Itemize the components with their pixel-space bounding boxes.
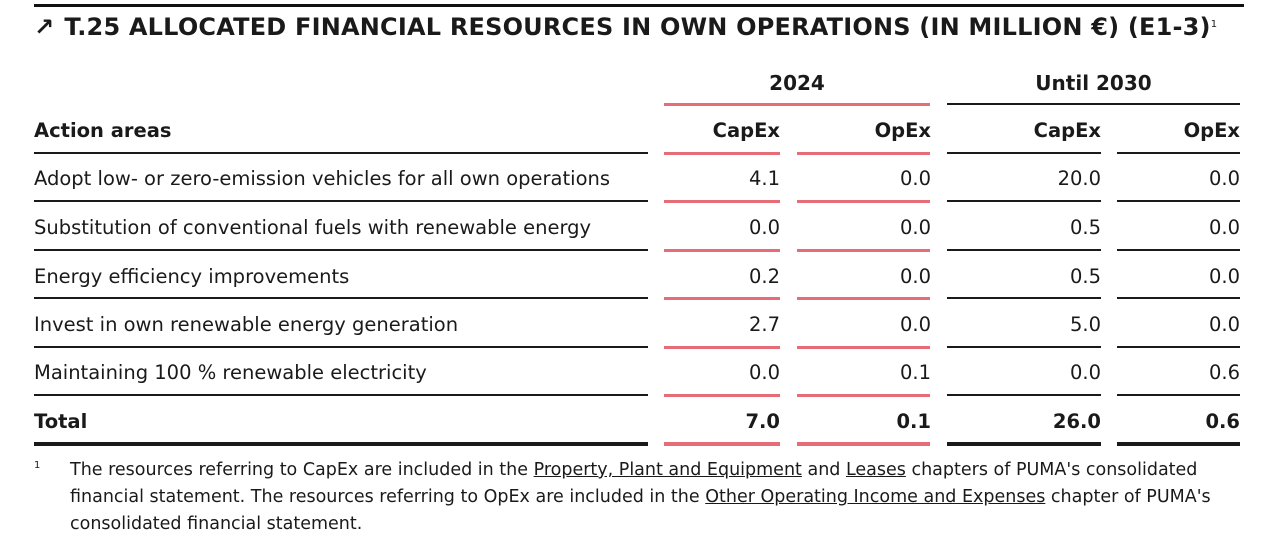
row-value: 0.6 — [1208, 361, 1240, 384]
row-value: 0.2 — [748, 265, 780, 288]
row-rule — [797, 200, 930, 203]
row-rule — [664, 346, 780, 349]
title-text: T.25 ALLOCATED FINANCIAL RESOURCES IN OW… — [64, 13, 1211, 41]
row-value: 0.5 — [1069, 216, 1101, 239]
group-rule-2024 — [664, 103, 930, 106]
top-rule — [34, 4, 1244, 7]
col-header-action-areas: Action areas — [34, 119, 172, 142]
row-rule — [1117, 249, 1240, 251]
row-rule — [947, 200, 1101, 202]
col-header-opex-2030: OpEx — [1183, 119, 1240, 142]
row-value: 0.0 — [899, 167, 931, 190]
row-value: 0.0 — [748, 361, 780, 384]
row-rule — [797, 249, 930, 252]
row-rule — [797, 346, 930, 349]
footnote-text-part: chapters of PUMA's consolidated financia… — [70, 460, 1198, 507]
row-label: Substitution of conventional fuels with … — [34, 216, 592, 239]
row-rule — [664, 297, 780, 300]
row-value: 4.1 — [748, 167, 780, 190]
row-value: 0.0 — [1208, 313, 1240, 336]
table-title: ↗ T.25 ALLOCATED FINANCIAL RESOURCES IN O… — [34, 10, 1254, 44]
row-rule — [797, 297, 930, 300]
col-header-capex-2024: CapEx — [712, 119, 780, 142]
row-rule — [947, 249, 1101, 251]
row-rule — [1117, 297, 1240, 299]
row-value: 0.0 — [1069, 361, 1101, 384]
row-rule — [1117, 346, 1240, 348]
link-leases[interactable]: Leases — [845, 460, 906, 480]
footnote-text-part: and — [801, 460, 846, 480]
header-rule-capex-2030 — [947, 152, 1101, 154]
footnote-text: The resources referring to CapEx are inc… — [70, 457, 1245, 538]
link-other-operating-income-expenses[interactable]: Other Operating Income and Expenses — [705, 487, 1046, 507]
col-header-capex-2030: CapEx — [1033, 119, 1101, 142]
row-rule — [664, 394, 780, 397]
footnote-text-part: chapter of PUMA's consolidated financial… — [70, 487, 1211, 534]
link-property-plant-equipment[interactable]: Property, Plant and Equipment — [533, 460, 802, 480]
row-value: 0.5 — [1069, 265, 1101, 288]
row-rule — [34, 346, 648, 348]
row-label: Invest in own renewable energy generatio… — [34, 313, 459, 336]
total-label: Total — [34, 410, 88, 433]
total-value: 26.0 — [1052, 410, 1101, 433]
header-rule-opex-2024 — [797, 152, 930, 155]
row-value: 0.1 — [899, 361, 931, 384]
total-rule — [1117, 442, 1240, 446]
row-value: 0.0 — [1208, 216, 1240, 239]
row-value: 0.0 — [899, 216, 931, 239]
row-value: 0.0 — [748, 216, 780, 239]
row-rule — [34, 249, 648, 251]
row-label: Maintaining 100 % renewable electricity — [34, 361, 427, 384]
total-rule — [797, 442, 930, 446]
row-rule — [947, 394, 1101, 396]
group-header-2030: Until 2030 — [1035, 71, 1152, 95]
total-value: 0.1 — [896, 410, 931, 433]
total-rule — [664, 442, 780, 446]
row-rule — [34, 200, 648, 202]
row-rule — [664, 249, 780, 252]
row-rule — [664, 200, 780, 203]
row-value: 20.0 — [1057, 167, 1101, 190]
total-value: 0.6 — [1205, 410, 1240, 433]
total-rule — [947, 442, 1101, 446]
title-footnote-ref: 1 — [1210, 19, 1218, 30]
total-value: 7.0 — [745, 410, 780, 433]
row-rule — [34, 297, 648, 299]
header-rule-capex-2024 — [664, 152, 780, 155]
row-value: 0.0 — [1208, 265, 1240, 288]
row-value: 0.0 — [1208, 167, 1240, 190]
row-rule — [1117, 200, 1240, 202]
col-header-opex-2024: OpEx — [874, 119, 931, 142]
row-rule — [34, 394, 648, 396]
row-label: Energy efficiency improvements — [34, 265, 350, 288]
total-rule — [34, 442, 648, 446]
row-value: 2.7 — [748, 313, 780, 336]
header-rule-opex-2030 — [1117, 152, 1240, 154]
header-rule-label — [34, 152, 648, 154]
row-value: 0.0 — [899, 265, 931, 288]
row-value: 0.0 — [899, 313, 931, 336]
group-header-2024: 2024 — [769, 71, 825, 95]
row-rule — [947, 346, 1101, 348]
row-rule — [797, 394, 930, 397]
footnote-marker: 1 — [34, 460, 41, 471]
arrow-icon: ↗ — [34, 13, 55, 41]
row-rule — [947, 297, 1101, 299]
group-rule-2030 — [947, 103, 1240, 105]
row-label: Adopt low- or zero-emission vehicles for… — [34, 167, 611, 190]
row-rule — [1117, 394, 1240, 396]
footnote-text-part: The resources referring to CapEx are inc… — [70, 460, 534, 480]
row-value: 5.0 — [1069, 313, 1101, 336]
